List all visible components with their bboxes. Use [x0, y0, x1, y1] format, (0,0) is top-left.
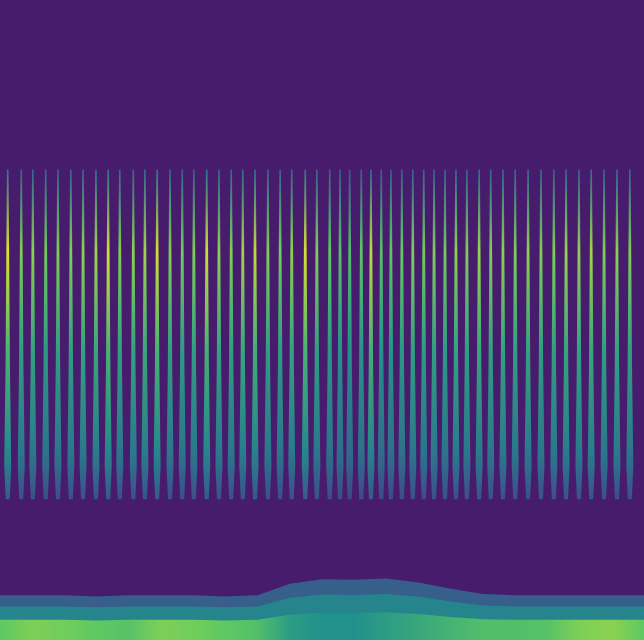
- spectrogram: [0, 0, 644, 640]
- pulse: [358, 170, 365, 500]
- pulse: [367, 170, 374, 500]
- pulse: [54, 170, 61, 500]
- pulse: [537, 170, 544, 500]
- pulse: [313, 170, 320, 500]
- band-core: [0, 612, 644, 640]
- pulse: [387, 170, 394, 500]
- pulse: [601, 170, 608, 500]
- pulse: [550, 170, 557, 500]
- pulse: [326, 170, 333, 500]
- pulse: [626, 170, 633, 500]
- pulse: [525, 170, 532, 500]
- pulse: [452, 170, 459, 500]
- pulse: [130, 170, 137, 500]
- pulse: [252, 170, 259, 500]
- pulse: [420, 170, 427, 500]
- pulse: [398, 170, 405, 500]
- pulse: [487, 170, 494, 500]
- pulse: [476, 170, 483, 500]
- pulse: [302, 170, 309, 500]
- plot-area: [0, 170, 644, 640]
- pulse: [575, 170, 582, 500]
- pulse: [563, 170, 570, 500]
- pulse: [42, 170, 49, 500]
- pulse: [18, 170, 25, 500]
- pulse: [141, 170, 148, 500]
- pulse: [442, 170, 449, 500]
- pulse: [190, 170, 197, 500]
- pulse: [167, 170, 174, 500]
- pulse: [215, 170, 222, 500]
- pulse: [337, 170, 344, 500]
- pulse: [228, 170, 235, 500]
- pulse: [463, 170, 470, 500]
- pulse: [346, 170, 353, 500]
- band-middle: [0, 594, 644, 640]
- band-outer: [0, 579, 644, 640]
- chart-container: [0, 0, 644, 640]
- pulse: [154, 170, 161, 500]
- pulse: [29, 170, 36, 500]
- pulse: [203, 170, 210, 500]
- background: [0, 0, 644, 640]
- pulse: [67, 170, 74, 500]
- pulse: [288, 170, 295, 500]
- pulse: [264, 170, 271, 500]
- pulse: [613, 170, 620, 500]
- pulse: [92, 170, 99, 500]
- pulse: [431, 170, 438, 500]
- pulse: [239, 170, 246, 500]
- pulse: [378, 170, 385, 500]
- pulse: [588, 170, 595, 500]
- pulse: [277, 170, 284, 500]
- pulse: [4, 170, 11, 500]
- pulse: [499, 170, 506, 500]
- pulse: [512, 170, 519, 500]
- pulse: [409, 170, 416, 500]
- pulse: [80, 170, 87, 500]
- pulse: [116, 170, 123, 500]
- pulse: [105, 170, 112, 500]
- pulse: [179, 170, 186, 500]
